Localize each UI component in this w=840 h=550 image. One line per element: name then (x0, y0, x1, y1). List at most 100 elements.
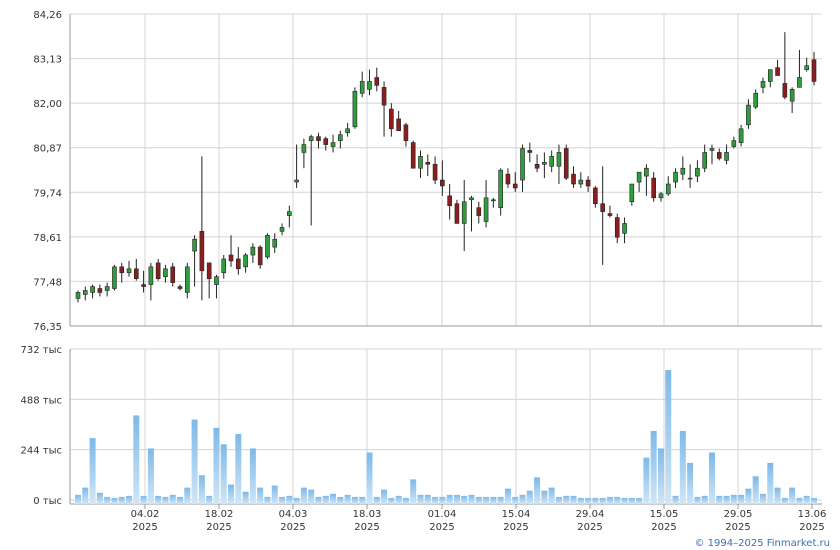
date-tick-label: 15.04 (502, 509, 531, 520)
candle-body (243, 254, 248, 268)
volume-bar (388, 497, 395, 504)
candle (272, 233, 278, 254)
volume-bar (512, 496, 519, 504)
candle-body (163, 268, 168, 277)
candle-body (622, 223, 627, 234)
candle-body (323, 138, 329, 145)
candle (520, 144, 525, 192)
candle (192, 235, 197, 287)
candle-body (410, 142, 416, 169)
price-tick-label: 77,48 (33, 277, 62, 288)
candle (476, 201, 482, 224)
copyright-link[interactable]: © 1994–2025 Finmarket.ru (694, 538, 830, 549)
volume-bar (402, 497, 409, 504)
candle (338, 130, 343, 149)
candle-body (206, 262, 212, 279)
candle-body (250, 246, 256, 256)
volume-bar (366, 452, 373, 504)
volume-bar (300, 487, 307, 504)
date-tick-label: 15.05 (650, 509, 679, 520)
candle (418, 150, 423, 179)
volume-bar (206, 495, 213, 504)
candle (731, 136, 737, 149)
volume-bar (373, 496, 380, 504)
candle-body (600, 203, 605, 212)
candle-body (381, 87, 387, 106)
candle-body (287, 211, 292, 216)
candle-body (520, 148, 525, 181)
candle-body (155, 262, 161, 279)
volume-tick-label: 488 тыс (21, 395, 62, 406)
candle (294, 144, 299, 188)
volume-bar (286, 495, 293, 504)
date-tick-year: 2025 (725, 522, 750, 533)
volume-bar (738, 494, 745, 504)
candle (738, 124, 744, 147)
volume-bar (534, 477, 541, 504)
candle (673, 168, 678, 188)
candle-body (724, 152, 729, 161)
candle (651, 172, 656, 202)
candle (600, 166, 605, 265)
volume-bar (555, 496, 562, 504)
volume-bar (89, 438, 96, 504)
candle (177, 284, 183, 291)
candle-body (389, 108, 394, 130)
volume-bar (541, 490, 548, 504)
candle-body (301, 144, 307, 153)
volume-bar (475, 496, 482, 504)
candle (753, 89, 759, 110)
candle-body (687, 177, 693, 180)
volume-bar (322, 495, 329, 504)
candle-body (265, 234, 270, 258)
candle (614, 213, 620, 244)
candle-body (192, 238, 197, 252)
date-tick-label: 18.02 (205, 509, 234, 520)
candle-body (775, 67, 780, 76)
volume-bar (665, 370, 672, 504)
volume-bar (184, 487, 191, 504)
candle-body (571, 173, 576, 185)
candle-body (680, 167, 686, 175)
volume-bar (147, 448, 154, 504)
candle (665, 176, 671, 196)
candle-body (651, 177, 656, 199)
candle-body (549, 156, 554, 167)
candle-body (75, 292, 81, 299)
candle (804, 57, 810, 72)
candle (396, 111, 401, 132)
candle-body (257, 246, 263, 266)
price-tick-label: 76,35 (33, 322, 62, 333)
volume-bar (75, 494, 81, 504)
candle-body (542, 162, 547, 165)
candle (185, 262, 190, 299)
candle-body (709, 148, 715, 151)
volume-tick-label: 244 тыс (21, 446, 62, 457)
candle (221, 255, 227, 279)
candle-body (658, 193, 664, 199)
candle-body (483, 197, 489, 222)
candle (148, 262, 154, 301)
candle-body (330, 142, 336, 147)
volume-bar (453, 494, 460, 504)
volume-bar (104, 496, 111, 504)
candle (789, 87, 795, 114)
candle-body (425, 162, 431, 165)
candle-body (469, 197, 474, 201)
volume-bar (468, 494, 475, 504)
candle (287, 205, 292, 228)
candle (389, 103, 394, 137)
candle-body (440, 179, 445, 187)
candle (563, 144, 569, 181)
volume-bar (82, 487, 89, 504)
volume-bar (657, 448, 664, 504)
candle-body (738, 128, 744, 143)
candle (542, 152, 547, 179)
candle (381, 81, 387, 137)
date-tick-label: 13.06 (798, 509, 827, 520)
candle (236, 247, 241, 275)
date-tick-year: 2025 (799, 522, 824, 533)
volume-bar (708, 452, 715, 504)
candle (352, 87, 358, 129)
candle-body (527, 150, 533, 153)
